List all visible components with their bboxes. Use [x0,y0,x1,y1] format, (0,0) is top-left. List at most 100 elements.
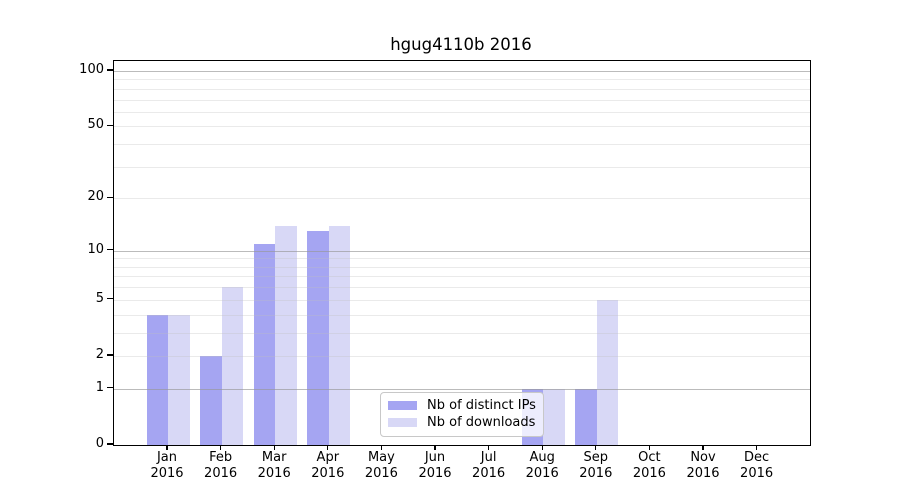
x-tick-mark-nov [702,445,704,450]
x-tick-month-jan: Jan [156,450,178,465]
x-tick-label-sep: Sep 2016 [564,450,628,481]
x-tick-mark-jul [487,445,490,450]
y-tick-label-50: 50 [87,117,104,133]
gridline-minor-7 [114,276,810,278]
x-tick-mark-mar [273,445,275,450]
x-tick-month-apr: Apr [316,450,340,465]
x-tick-label-may: May 2016 [349,450,413,481]
x-tick-year-apr: 2016 [311,465,345,481]
bar-downloads-jan [168,314,190,445]
x-tick-mark-feb [219,445,222,450]
y-tick-mark-1 [107,387,113,389]
gridline-minor-50 [114,126,810,128]
x-tick-year-may: 2016 [364,465,398,481]
y-tick-label-2: 2 [95,346,104,362]
x-tick-month-may: May [367,450,395,465]
x-tick-mark-apr [327,445,329,450]
gridline-minor-5 [114,299,810,301]
y-tick-mark-100 [107,69,113,71]
gridline-minor-80 [114,88,810,90]
x-tick-mark-may [380,445,383,450]
x-tick-mark-dec [755,445,758,450]
bar-downloads-feb [221,287,244,445]
gridline-minor-8 [114,266,810,268]
legend: Nb of distinct IPs Nb of downloads [380,392,544,437]
bars-layer [114,61,810,446]
y-tick-label-0: 0 [95,436,104,451]
y-tick-mark-0 [107,443,113,445]
x-tick-month-nov: Nov [690,450,716,465]
legend-swatch-distinct-ips-icon [388,400,417,411]
y-tick-mark-10 [107,249,113,251]
bar-distinct-ips-apr [307,231,329,445]
y-tick-mark-50 [107,124,113,126]
legend-item-downloads: Nb of downloads [388,414,535,431]
x-tick-label-mar: Mar 2016 [242,450,306,481]
bar-distinct-ips-jan [146,314,168,445]
bar-distinct-ips-sep [575,388,597,445]
x-tick-mark-sep [595,445,597,450]
x-tick-year-aug: 2016 [525,465,559,481]
y-tick-label-20: 20 [87,189,104,205]
gridline-minor-30 [114,166,810,168]
plot-area: Nb of distinct IPs Nb of downloads [113,59,811,446]
x-tick-year-oct: 2016 [632,465,666,481]
x-tick-year-feb: 2016 [204,465,238,481]
gridline-minor-9 [114,258,810,260]
gridline-major-100 [114,70,810,72]
gridline-minor-70 [114,99,810,101]
bar-distinct-ips-feb [200,355,222,445]
gridline-minor-2 [114,355,810,357]
y-tick-label-10: 10 [87,241,104,257]
chart-title: hgug4110b 2016 [390,35,532,54]
legend-swatch-downloads-icon [388,417,417,428]
x-tick-month-aug: Aug [529,450,555,465]
x-tick-month-jul: Jul [480,450,497,465]
x-tick-month-jun: Jun [424,450,446,465]
x-tick-month-sep: Sep [583,450,609,465]
x-tick-year-jul: 2016 [472,465,506,481]
x-tick-year-sep: 2016 [579,465,613,481]
bar-distinct-ips-mar [253,243,276,445]
x-tick-month-dec: Dec [744,450,770,465]
y-tick-mark-5 [107,298,113,300]
x-tick-mark-jan [166,445,168,450]
x-tick-month-mar: Mar [261,450,287,465]
gridline-minor-3 [114,332,810,334]
gridline-minor-4 [114,314,810,316]
bar-downloads-mar [275,225,297,445]
y-tick-label-5: 5 [95,290,104,306]
gridline-minor-90 [114,79,810,81]
bar-downloads-aug [543,388,565,445]
gridline-minor-20 [114,198,810,200]
y-tick-label-100: 100 [79,61,104,77]
x-tick-label-apr: Apr 2016 [296,450,360,481]
y-tick-mark-20 [107,196,113,198]
gridline-major-1 [114,388,810,390]
x-tick-label-aug: Aug 2016 [510,450,574,481]
gridline-major-10 [114,250,810,252]
gridline-minor-40 [114,144,810,146]
x-tick-label-dec: Dec 2016 [725,450,789,481]
x-tick-label-jun: Jun 2016 [403,450,467,481]
x-tick-mark-oct [648,445,651,450]
y-tick-label-1: 1 [95,379,104,395]
x-tick-year-nov: 2016 [686,465,720,481]
gridline-minor-60 [114,111,810,113]
gridline-minor-6 [114,287,810,289]
x-tick-mark-aug [541,445,543,450]
x-tick-year-dec: 2016 [740,465,774,481]
bar-downloads-apr [328,225,351,445]
x-tick-label-feb: Feb 2016 [189,450,253,481]
x-tick-label-oct: Oct 2016 [617,450,681,481]
x-tick-year-jan: 2016 [150,465,184,481]
x-tick-label-jan: Jan 2016 [135,450,199,481]
x-tick-label-jul: Jul 2016 [457,450,521,481]
legend-label-distinct-ips: Nb of distinct IPs [427,398,536,413]
bar-downloads-sep [596,299,619,445]
legend-label-downloads: Nb of downloads [427,415,536,430]
x-tick-year-jun: 2016 [418,465,452,481]
x-tick-month-feb: Feb [209,450,233,465]
x-tick-year-mar: 2016 [257,465,291,481]
